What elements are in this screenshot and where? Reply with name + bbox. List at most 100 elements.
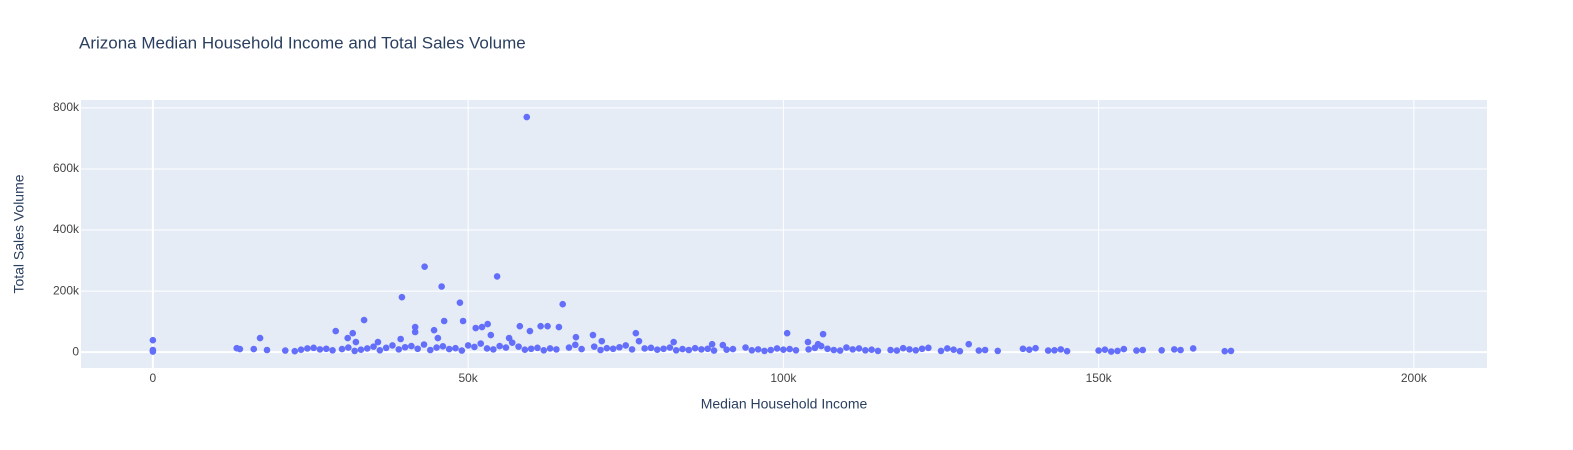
data-point (704, 345, 712, 353)
data-point (316, 346, 324, 353)
data-point (452, 344, 459, 352)
data-point (1114, 347, 1121, 355)
data-point (565, 344, 573, 351)
data-point (236, 345, 244, 353)
data-point (523, 113, 531, 121)
data-point (1227, 347, 1235, 355)
data-point (351, 347, 358, 355)
data-point (719, 341, 727, 349)
data-point (149, 336, 157, 344)
data-point (360, 316, 368, 324)
data-point (472, 324, 479, 332)
data-point (589, 331, 597, 339)
data-point (817, 342, 825, 350)
data-point (956, 347, 964, 355)
data-point (887, 346, 894, 354)
data-point (459, 317, 467, 325)
data-point (792, 346, 800, 354)
data-point (438, 283, 445, 290)
data-point (937, 347, 945, 355)
x-tick-label: 50k (458, 371, 478, 385)
data-point (628, 346, 636, 353)
data-point (439, 343, 447, 350)
data-point (434, 334, 442, 342)
data-point (478, 323, 486, 331)
y-tick-label: 600k (53, 161, 80, 175)
data-point (352, 338, 360, 346)
data-point (382, 344, 390, 352)
x-axis-title: Median Household Income (701, 396, 868, 412)
data-point (670, 338, 677, 346)
data-point (874, 347, 882, 355)
data-point (420, 341, 428, 348)
data-point (490, 346, 497, 353)
data-point (849, 346, 857, 353)
data-point (397, 335, 404, 343)
data-point (357, 346, 365, 353)
data-point (918, 345, 926, 353)
data-point (943, 345, 951, 352)
data-point (281, 347, 289, 354)
data-point (484, 320, 491, 328)
data-point (679, 345, 686, 353)
data-point (456, 299, 464, 306)
data-point (1120, 345, 1128, 353)
data-point (906, 346, 913, 353)
data-point (250, 345, 258, 353)
data-point (994, 347, 1002, 355)
data-point (773, 345, 781, 352)
data-point (742, 344, 749, 351)
data-point (544, 322, 551, 330)
data-point (263, 346, 271, 354)
data-point (426, 346, 434, 354)
data-point (559, 300, 566, 308)
data-point (297, 346, 305, 353)
data-point (1133, 347, 1140, 354)
data-point (408, 342, 415, 350)
data-point (666, 344, 674, 351)
data-point (483, 345, 491, 352)
data-point (855, 345, 863, 352)
data-point (401, 343, 409, 351)
data-point (780, 346, 787, 353)
data-point (376, 346, 384, 354)
data-point (433, 344, 440, 351)
data-point (1158, 346, 1165, 354)
data-point (603, 344, 611, 352)
data-point (440, 317, 448, 325)
data-point (836, 347, 844, 354)
data-point (291, 347, 299, 355)
data-point (322, 345, 330, 353)
data-point (830, 346, 838, 354)
chart-title: Arizona Median Household Income and Tota… (79, 33, 526, 52)
data-point (555, 323, 563, 331)
data-point (899, 344, 907, 352)
data-point (1170, 346, 1178, 353)
data-point (1057, 346, 1065, 353)
data-point (572, 341, 579, 349)
x-tick-label: 200k (1401, 371, 1428, 385)
data-point (1019, 345, 1027, 353)
data-point (578, 345, 585, 353)
y-tick-label: 800k (53, 100, 80, 114)
data-point (698, 346, 705, 353)
data-point (553, 346, 560, 353)
data-point (1063, 347, 1071, 355)
data-point (1101, 346, 1109, 353)
data-point (729, 345, 737, 353)
data-point (527, 345, 535, 353)
data-point (458, 347, 466, 354)
data-point (647, 344, 655, 352)
data-point (1095, 347, 1102, 354)
data-point (445, 345, 453, 353)
data-point (332, 327, 340, 335)
data-point (421, 263, 428, 270)
data-point (487, 331, 495, 339)
data-point (430, 326, 438, 334)
data-point (653, 346, 661, 353)
data-point (767, 346, 775, 354)
data-point (685, 346, 693, 354)
data-point (981, 346, 989, 354)
data-point (345, 344, 352, 351)
